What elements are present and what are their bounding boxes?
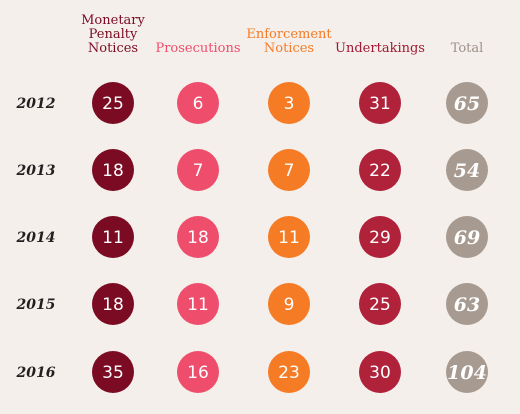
value-circle xyxy=(177,216,219,258)
value-label: 7 xyxy=(193,161,204,181)
row-year-label: 2013 xyxy=(16,163,56,179)
value-label: 18 xyxy=(102,161,124,181)
value-circle xyxy=(92,149,134,191)
value-label: 18 xyxy=(187,228,209,248)
value-label: 23 xyxy=(278,363,300,383)
total-circle xyxy=(446,351,488,393)
value-circle xyxy=(268,82,310,124)
total-label: 54 xyxy=(454,160,480,182)
value-circle xyxy=(92,82,134,124)
value-label: 7 xyxy=(284,161,295,181)
total-circle xyxy=(446,283,488,325)
value-label: 9 xyxy=(284,295,295,315)
value-label: 22 xyxy=(369,161,391,181)
value-circle xyxy=(177,82,219,124)
value-circle xyxy=(177,149,219,191)
column-header: Total xyxy=(451,41,484,56)
column-header: Prosecutions xyxy=(155,41,240,56)
total-label: 69 xyxy=(454,227,480,249)
value-label: 35 xyxy=(102,363,124,383)
total-label: 63 xyxy=(454,294,480,316)
value-label: 16 xyxy=(187,363,209,383)
value-circle xyxy=(92,351,134,393)
total-circle xyxy=(446,149,488,191)
value-circle xyxy=(359,82,401,124)
value-label: 3 xyxy=(284,94,295,114)
total-circle xyxy=(446,216,488,258)
value-label: 11 xyxy=(187,295,209,315)
value-label: 25 xyxy=(369,295,391,315)
value-label: 18 xyxy=(102,295,124,315)
value-circle xyxy=(359,283,401,325)
row-year-label: 2016 xyxy=(16,365,56,381)
value-circle xyxy=(359,351,401,393)
column-header: Monetary Penalty Notices xyxy=(81,13,145,56)
column-header: Enforcement Notices xyxy=(246,27,332,56)
value-circle xyxy=(268,216,310,258)
value-circle xyxy=(92,283,134,325)
total-label: 104 xyxy=(447,362,487,384)
value-label: 11 xyxy=(102,228,124,248)
row-year-label: 2015 xyxy=(16,297,56,313)
total-label: 65 xyxy=(454,93,480,115)
value-label: 25 xyxy=(102,94,124,114)
value-circle xyxy=(177,351,219,393)
value-circle xyxy=(268,351,310,393)
row-year-label: 2012 xyxy=(16,96,56,112)
total-circle xyxy=(446,82,488,124)
value-circle xyxy=(268,283,310,325)
value-label: 29 xyxy=(369,228,391,248)
value-circle xyxy=(92,216,134,258)
value-circle xyxy=(268,149,310,191)
value-circle xyxy=(177,283,219,325)
value-circle xyxy=(359,216,401,258)
value-label: 30 xyxy=(369,363,391,383)
value-circle xyxy=(359,149,401,191)
value-label: 31 xyxy=(369,94,391,114)
row-year-label: 2014 xyxy=(16,230,56,246)
value-label: 6 xyxy=(193,94,204,114)
value-label: 11 xyxy=(278,228,300,248)
column-header: Undertakings xyxy=(335,41,425,56)
